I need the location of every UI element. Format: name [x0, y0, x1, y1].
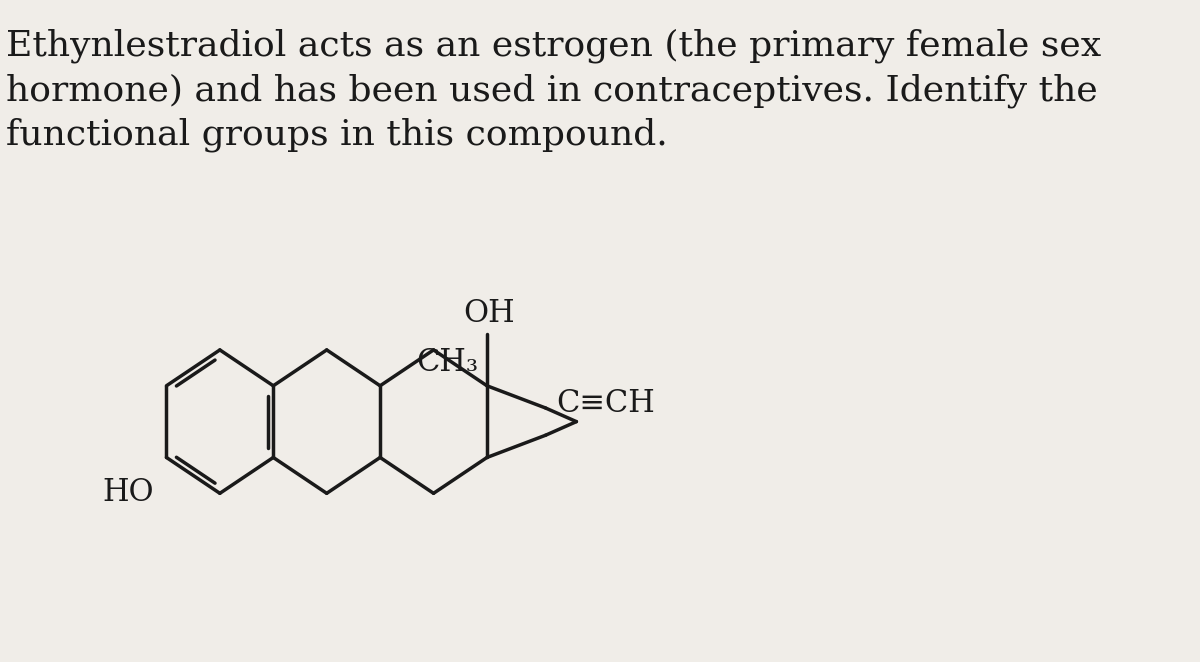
- Text: functional groups in this compound.: functional groups in this compound.: [6, 118, 667, 152]
- Text: Ethynlestradiol acts as an estrogen (the primary female sex: Ethynlestradiol acts as an estrogen (the…: [6, 28, 1100, 63]
- Text: HO: HO: [102, 477, 154, 508]
- Text: hormone) and has been used in contraceptives. Identify the: hormone) and has been used in contracept…: [6, 73, 1098, 108]
- Text: CH₃: CH₃: [416, 347, 479, 378]
- Text: OH: OH: [463, 298, 515, 329]
- Text: C≡CH: C≡CH: [556, 387, 654, 418]
